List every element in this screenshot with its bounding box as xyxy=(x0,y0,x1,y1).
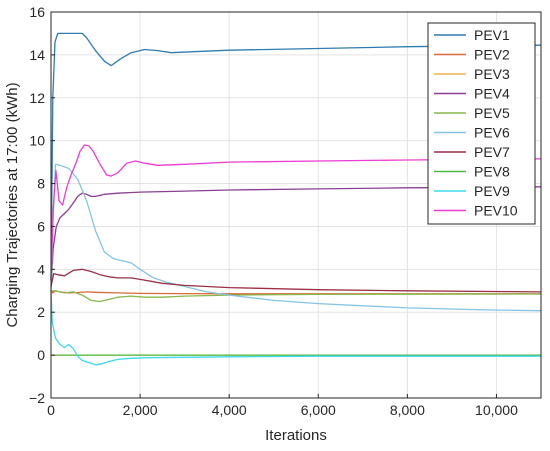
x-axis-label: Iterations xyxy=(265,427,327,444)
legend-label: PEV10 xyxy=(474,203,518,219)
series-line-pev10 xyxy=(50,144,542,281)
x-tick-label: 4,000 xyxy=(212,402,247,418)
x-tick-label: 2,000 xyxy=(123,402,158,418)
series-lines xyxy=(50,32,542,366)
legend-label: PEV9 xyxy=(474,183,510,199)
legend-label: PEV3 xyxy=(474,66,510,82)
y-tick-label: 12 xyxy=(29,90,45,106)
y-tick-label: 16 xyxy=(29,4,45,20)
series-line-pev7 xyxy=(50,268,542,293)
series-line-pev5 xyxy=(51,290,542,303)
legend-label: PEV2 xyxy=(474,47,510,63)
legend-label: PEV4 xyxy=(474,86,510,102)
y-tick-label: −2 xyxy=(29,390,45,406)
legend-label: PEV7 xyxy=(474,144,510,160)
plot-area-frame xyxy=(50,11,542,399)
series-line-pev9 xyxy=(50,290,541,366)
legend-label: PEV8 xyxy=(474,164,510,180)
x-tick-label: 0 xyxy=(47,402,55,418)
axis-ticks: 0 2,000 4,000 6,000 8,000 10,000−202468101214… xyxy=(29,4,518,418)
y-tick-label: 6 xyxy=(37,218,45,234)
y-tick-label: 0 xyxy=(37,347,45,363)
legend-label: PEV5 xyxy=(474,105,510,121)
y-tick-label: 10 xyxy=(29,133,45,149)
y-tick-label: 8 xyxy=(37,176,45,192)
y-tick-label: 2 xyxy=(37,304,45,320)
x-tick-label: 10,000 xyxy=(475,402,518,418)
x-tick-label: 8,000 xyxy=(390,402,425,418)
y-tick-label: 14 xyxy=(29,47,45,63)
series-line-pev1 xyxy=(50,32,542,281)
legend-label: PEV1 xyxy=(474,27,510,43)
legend-label: PEV6 xyxy=(474,125,510,141)
series-line-pev4 xyxy=(50,186,542,287)
legend: PEV1 PEV2 PEV3 PEV4 PEV5 PEV6 PEV7 PEV8 PEV9 PEV1… xyxy=(427,22,536,225)
x-tick-label: 6,000 xyxy=(301,402,336,418)
series-line-pev6 xyxy=(50,163,542,312)
y-axis-label: Charging Trajectories at 17:00 (kWh) xyxy=(4,82,21,327)
y-tick-label: 4 xyxy=(37,261,45,277)
